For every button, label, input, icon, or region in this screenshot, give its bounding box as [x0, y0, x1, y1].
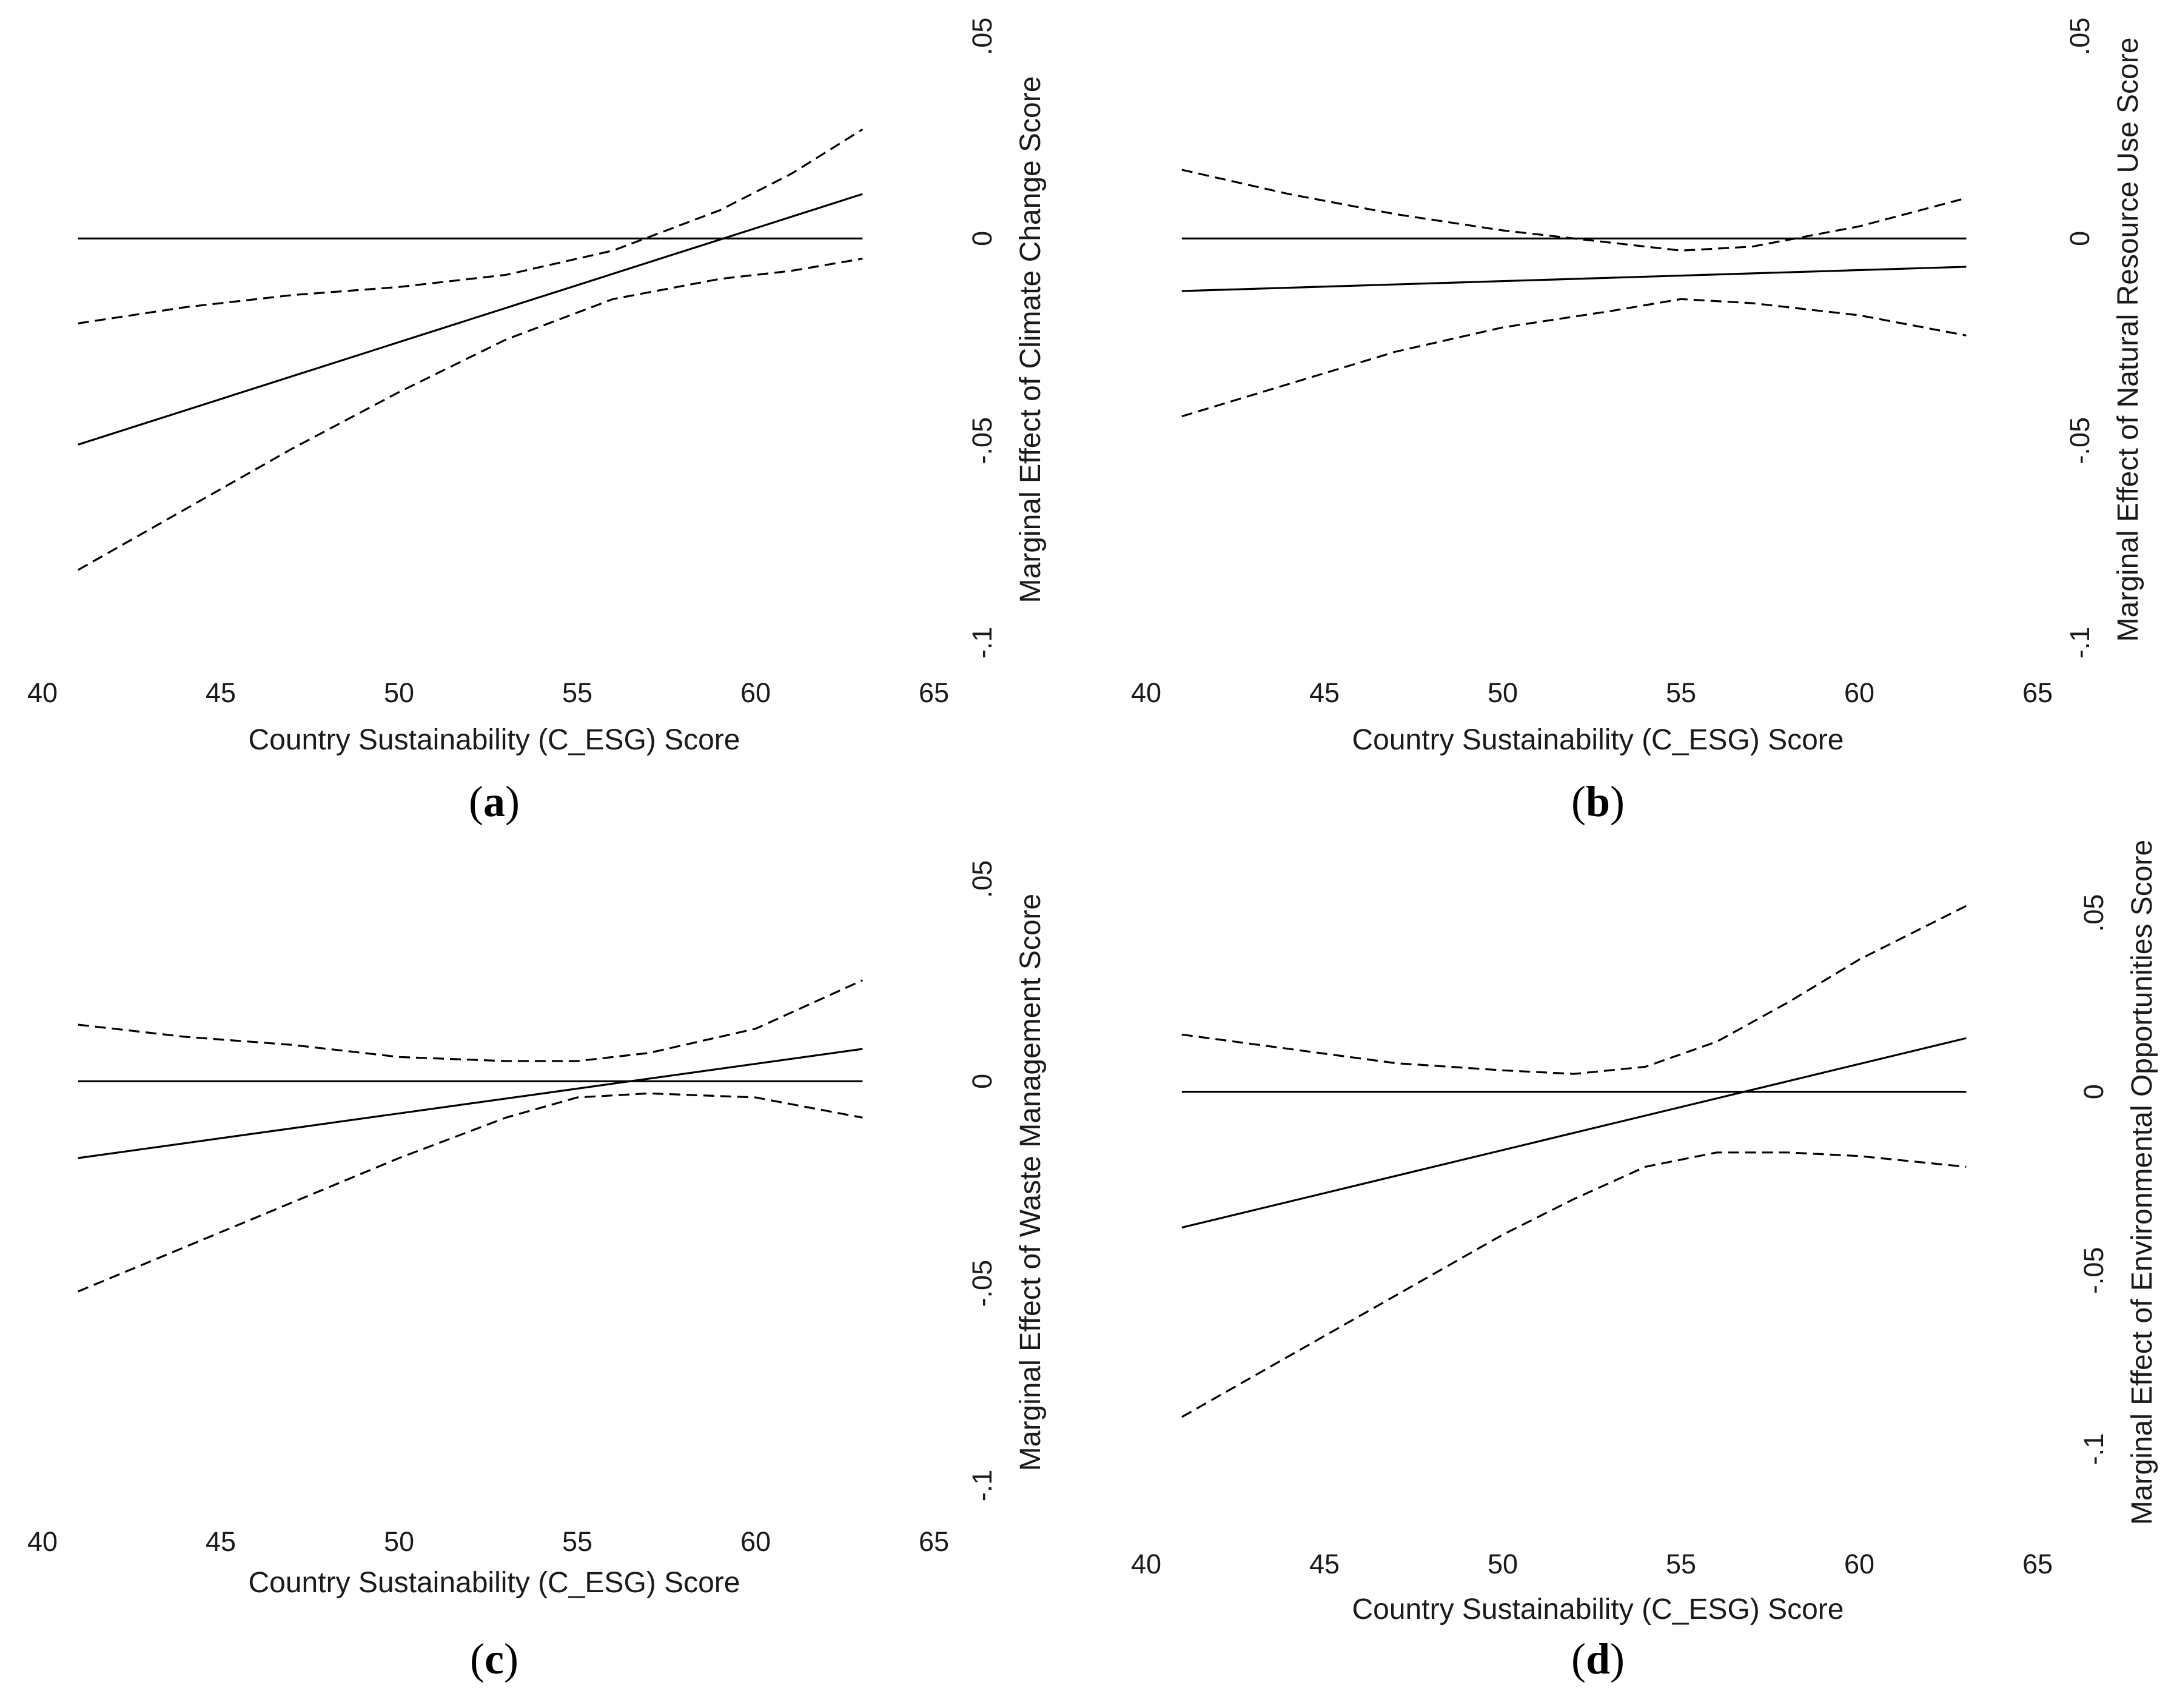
- x-tick-label: 55: [1666, 677, 1696, 708]
- x-axis-title: Country Sustainability (C_ESG) Score: [1352, 724, 1844, 756]
- x-tick-label: 50: [1488, 1549, 1518, 1579]
- panel-label: (a): [469, 777, 520, 826]
- series-upper-bound-b: [1181, 169, 1967, 252]
- series-marginal-effect-b: [1181, 266, 1967, 292]
- x-axis-title: Country Sustainability (C_ESG) Score: [249, 724, 740, 756]
- panel-label: (c): [470, 1635, 518, 1683]
- panel-b: 40 45 50 55 60 65 Country Sustainability (C_ES…: [1131, 18, 2144, 826]
- x-tick-label: 55: [562, 1526, 592, 1557]
- panel-label-letter: b: [1586, 777, 1610, 826]
- x-tick-label: 65: [919, 1526, 949, 1557]
- x-tick-label: 60: [1844, 1549, 1874, 1579]
- panel-label-letter: c: [485, 1635, 504, 1683]
- panel-a: 40 45 50 55 60 65 Country Sustainability (C_ES…: [27, 18, 1047, 826]
- x-tick-label: 65: [2022, 1549, 2053, 1579]
- y-tick-label: -.05: [967, 1260, 998, 1307]
- y-tick-label: -.05: [2064, 417, 2095, 464]
- panel-d: 40 45 50 55 60 65 Country Sustainability (C_ES…: [1131, 840, 2158, 1683]
- series-upper-bound-c: [78, 979, 864, 1062]
- x-tick-label: 45: [206, 1526, 236, 1557]
- y-tick-label: -.1: [2078, 1433, 2109, 1465]
- x-tick-label: 45: [206, 677, 236, 708]
- y-tick-label: 0: [967, 231, 998, 246]
- y-axis-title: Marginal Effect of Environmental Opportu…: [2126, 840, 2158, 1525]
- y-tick-label: -.05: [2078, 1247, 2109, 1294]
- series-marginal-effect-d: [1181, 1037, 1967, 1229]
- x-tick-label: 50: [384, 1526, 414, 1557]
- y-tick-label: -.1: [967, 627, 998, 659]
- y-tick-label: -.1: [967, 1470, 998, 1502]
- y-axis-title: Marginal Effect of Natural Resource Use …: [2112, 38, 2144, 642]
- y-tick-label: .05: [2078, 894, 2109, 933]
- x-tick-label: 45: [1309, 1549, 1340, 1579]
- series-marginal-effect-c: [78, 1048, 863, 1159]
- x-tick-label: 60: [740, 1526, 771, 1557]
- x-tick-label: 55: [1666, 1549, 1696, 1579]
- x-tick-label: 50: [384, 677, 414, 708]
- y-tick-label: .05: [967, 860, 998, 899]
- x-tick-label: 65: [919, 677, 949, 708]
- series-lower-bound-c: [78, 1092, 863, 1293]
- x-tick-label: 40: [27, 1526, 58, 1557]
- series-lower-bound-b: [1181, 298, 1967, 418]
- x-tick-label: 60: [740, 677, 771, 708]
- x-tick-label: 40: [1131, 677, 1161, 708]
- series-upper-bound-a: [78, 128, 864, 324]
- x-tick-label: 65: [2022, 677, 2053, 708]
- y-tick-label: -.05: [967, 417, 998, 464]
- panel-label-letter: d: [1586, 1635, 1610, 1683]
- panel-c: 40 45 50 55 60 65 Country Sustainability (C_ES…: [27, 860, 1047, 1683]
- y-tick-label: .05: [2064, 18, 2095, 56]
- x-axis-title: Country Sustainability (C_ESG) Score: [249, 1567, 740, 1599]
- y-tick-label: 0: [2078, 1084, 2109, 1099]
- x-tick-label: 40: [1131, 1549, 1161, 1579]
- panel-label: (d): [1571, 1635, 1625, 1683]
- y-tick-label: -.1: [2064, 627, 2095, 659]
- series-upper-bound-d: [1181, 905, 1967, 1075]
- x-tick-label: 50: [1488, 677, 1518, 708]
- x-tick-label: 45: [1309, 677, 1340, 708]
- panel-label-letter: a: [483, 777, 505, 826]
- y-axis-title: Marginal Effect of Waste Management Scor…: [1015, 894, 1047, 1471]
- x-tick-label: 60: [1844, 677, 1874, 708]
- y-tick-label: 0: [2064, 231, 2095, 246]
- series-lower-bound-d: [1181, 1151, 1967, 1418]
- x-axis-title: Country Sustainability (C_ESG) Score: [1352, 1593, 1844, 1626]
- series-marginal-effect-a: [78, 193, 863, 446]
- panel-label: (b): [1571, 777, 1625, 826]
- y-axis-title: Marginal Effect of Climate Change Score: [1015, 76, 1047, 603]
- x-tick-label: 55: [562, 677, 592, 708]
- x-tick-label: 40: [27, 677, 58, 708]
- series-lower-bound-a: [78, 258, 863, 571]
- y-tick-label: .05: [967, 18, 998, 56]
- y-tick-label: 0: [967, 1074, 998, 1089]
